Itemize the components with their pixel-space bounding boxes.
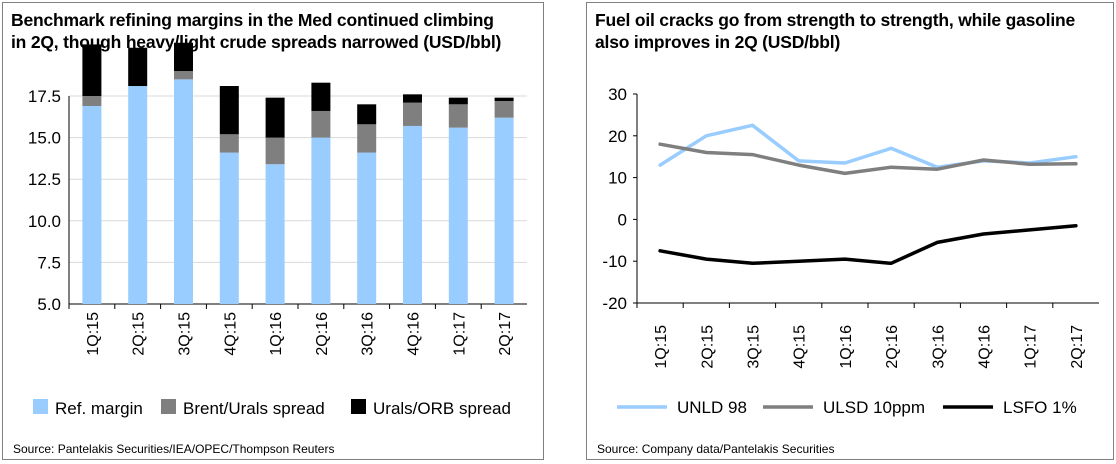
y-tick-label: 5.0 (37, 295, 61, 314)
legend-label: Urals/ORB spread (373, 399, 511, 418)
y-tick-label: 17.5 (28, 87, 61, 106)
y-tick-label: 15.0 (28, 129, 61, 148)
bar-segment (448, 104, 468, 128)
y-tick-label: 20 (608, 127, 627, 146)
bar-segment (357, 104, 377, 125)
bar-segment (174, 71, 193, 80)
bar-segment (448, 127, 468, 304)
bar-segment (494, 100, 514, 118)
x-tick-label: 4Q:16 (406, 312, 423, 356)
bar-segment (311, 82, 331, 111)
right-title-line-1: Fuel oil cracks go from strength to stre… (595, 10, 1076, 30)
bar-segment (265, 97, 285, 138)
legend-label: Ref. margin (55, 399, 143, 418)
y-tick-label: 12.5 (28, 170, 61, 189)
bar-segment (265, 164, 285, 304)
bar-segment (219, 134, 239, 153)
bar-segment (311, 137, 331, 304)
left-title-line-2: in 2Q, though heavy/light crude spreads … (11, 32, 502, 52)
x-tick-label: 1Q:16 (838, 325, 855, 369)
bar-segment (494, 117, 514, 304)
x-tick-label: 4Q:16 (977, 325, 994, 369)
legend-swatch (351, 399, 366, 414)
bar-segment (311, 110, 331, 138)
x-tick-label: 2Q:17 (497, 312, 514, 356)
stacked-bar-chart: 5.0 7.5 10.0 12.5 15.0 17.5 1Q:15 2Q:15 3Q:15 4Q:… (28, 42, 527, 418)
x-tick-label: 1Q:15 (653, 325, 670, 369)
x-tick-label: 3Q:15 (177, 312, 194, 356)
left-source-note: Source: Pantelakis Securities/IEA/OPEC/T… (13, 442, 335, 456)
right-title-line-2: also improves in 2Q (USD/bbl) (595, 32, 841, 52)
right-chart-title: Fuel oil cracks go from strength to stre… (595, 9, 1105, 53)
bar-segment (403, 94, 422, 103)
left-title-line-1: Benchmark refining margins in the Med co… (11, 10, 494, 30)
bar-segment (403, 102, 422, 126)
bar-segment (219, 152, 239, 304)
x-tick-label: 2Q:15 (699, 325, 716, 369)
y-tick-label: 0 (618, 210, 627, 229)
x-tick-label: 2Q:16 (314, 312, 331, 356)
bar-segment (82, 105, 102, 304)
bar-segment (82, 96, 102, 106)
y-tick-label: 10 (608, 169, 627, 188)
series-line (658, 123, 1078, 169)
y-tick-label: 10.0 (28, 212, 61, 231)
bar-segment (403, 125, 422, 305)
bar-segment (128, 86, 148, 305)
x-tick-label: 2Q:16 (884, 325, 901, 369)
left-chart-title: Benchmark refining margins in the Med co… (11, 9, 535, 53)
y-tick-label: -20 (602, 294, 627, 313)
legend-label: LSFO 1% (1003, 398, 1077, 417)
right-chart-panel: Fuel oil cracks go from strength to stre… (586, 2, 1114, 460)
x-tick-label: 2Q:15 (131, 312, 148, 356)
bar-segment (357, 124, 377, 153)
x-tick-label: 1Q:17 (1023, 325, 1040, 369)
line-chart: -20 -10 0 10 20 30 1Q:15 2Q:15 3Q:15 4Q:15 1Q:16 2Q… (602, 85, 1099, 417)
bar-segment (219, 86, 239, 135)
bar-segment (82, 44, 102, 96)
bar-segment (174, 79, 193, 304)
legend-label: UNLD 98 (677, 398, 747, 417)
bar-segment (494, 97, 514, 101)
legend-label: Brent/Urals spread (183, 399, 325, 418)
bar-segment (174, 42, 193, 72)
bar-segment (265, 137, 285, 165)
x-tick-label: 4Q:15 (222, 312, 239, 356)
right-source-note: Source: Company data/Pantelakis Securiti… (597, 442, 835, 456)
series-line (658, 142, 1078, 176)
legend-swatch (161, 399, 176, 414)
y-tick-label: 7.5 (37, 253, 61, 272)
x-tick-label: 3Q:16 (360, 312, 377, 356)
legend-swatch (33, 399, 48, 414)
y-tick-label: 30 (608, 85, 627, 104)
x-tick-label: 3Q:16 (930, 325, 947, 369)
legend-label: ULSD 10ppm (823, 398, 925, 417)
y-tick-label: -10 (602, 252, 627, 271)
x-tick-label: 1Q:15 (85, 312, 102, 356)
x-tick-label: 2Q:17 (1069, 325, 1086, 369)
left-chart-panel: Benchmark refining margins in the Med co… (2, 2, 544, 460)
bar-segment (448, 97, 468, 105)
x-tick-label: 1Q:16 (268, 312, 285, 356)
bar-segment (128, 47, 148, 87)
x-tick-label: 1Q:17 (451, 312, 468, 356)
x-tick-label: 3Q:15 (746, 325, 763, 369)
series-line (658, 223, 1078, 266)
x-tick-label: 4Q:15 (792, 325, 809, 369)
bar-segment (357, 152, 377, 304)
